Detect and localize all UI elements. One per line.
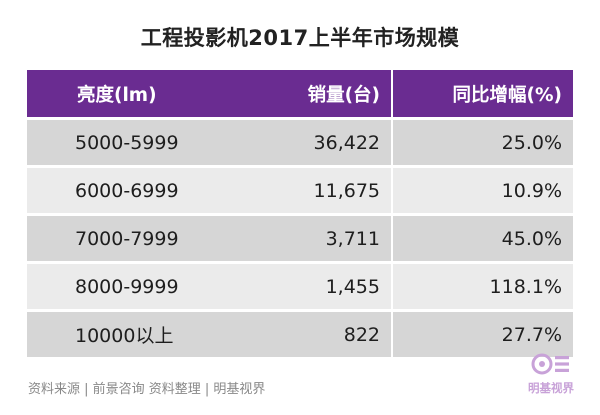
source-note: 资料来源 | 前景咨询 资料整理 | 明基视界	[28, 382, 266, 397]
table-cell: 7000-7999	[27, 216, 209, 261]
table-cell: 10000以上	[27, 312, 209, 357]
table-cell: 5000-5999	[27, 120, 209, 165]
column-header: 同比增幅(%)	[391, 70, 573, 117]
table-row: 5000-5999 36,422 25.0%	[27, 120, 573, 165]
table-cell: 11,675	[209, 168, 391, 213]
chart-title: 工程投影机2017上半年市场规模	[140, 26, 460, 50]
logo-text: 明基视界	[528, 381, 574, 395]
table-row: 8000-9999 1,455 118.1%	[27, 264, 573, 309]
table-cell: 45.0%	[391, 216, 573, 261]
table-cell: 118.1%	[391, 264, 573, 309]
data-table: 亮度(lm) 销量(台) 同比增幅(%) 5000-5999 36,422 25…	[27, 67, 573, 360]
table-cell: 25.0%	[391, 120, 573, 165]
table-cell: 36,422	[209, 120, 391, 165]
table-header-row: 亮度(lm) 销量(台) 同比增幅(%)	[27, 70, 573, 117]
table-cell: 27.7%	[391, 312, 573, 357]
table-row: 10000以上 822 27.7%	[27, 312, 573, 357]
table-cell: 10.9%	[391, 168, 573, 213]
column-header: 销量(台)	[209, 70, 391, 117]
table-row: 7000-7999 3,711 45.0%	[27, 216, 573, 261]
table-cell: 3,711	[209, 216, 391, 261]
benq-view-logo-icon	[531, 353, 571, 375]
brand-logo: 明基视界	[523, 353, 579, 405]
column-header: 亮度(lm)	[27, 70, 209, 117]
table-cell: 6000-6999	[27, 168, 209, 213]
table-cell: 1,455	[209, 264, 391, 309]
table-row: 6000-6999 11,675 10.9%	[27, 168, 573, 213]
table-cell: 8000-9999	[27, 264, 209, 309]
table-cell: 822	[209, 312, 391, 357]
